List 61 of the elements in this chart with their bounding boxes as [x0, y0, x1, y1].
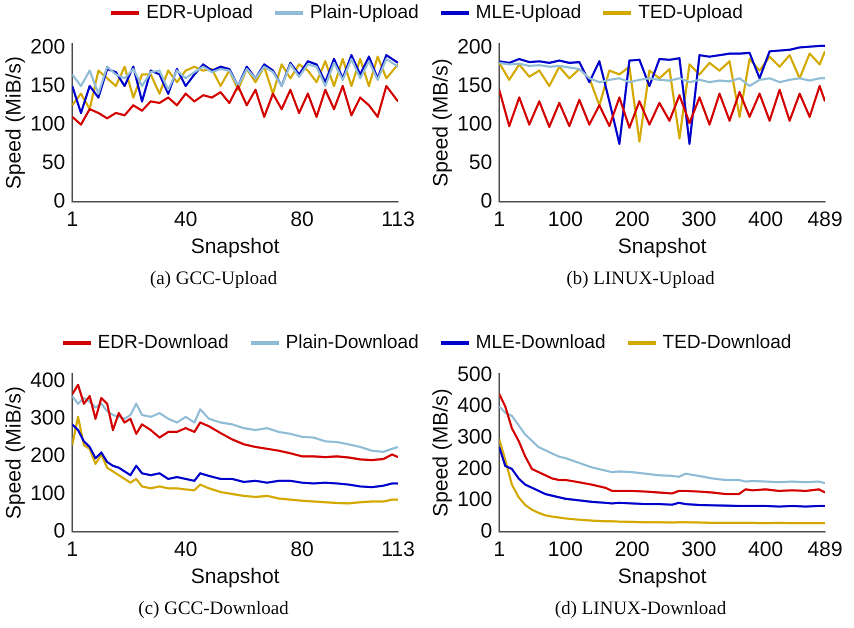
x-tick-label: 40 — [174, 538, 198, 561]
x-axis-title: Snapshot — [190, 565, 280, 588]
y-tick-label: 100 — [457, 488, 492, 512]
x-tick-label: 300 — [681, 208, 716, 231]
y-tick-label: 100 — [30, 112, 66, 136]
x-tick-label: 100 — [548, 538, 583, 561]
x-tick-label: 80 — [290, 538, 314, 561]
y-tick-label: 0 — [480, 189, 492, 212]
x-axis-title: Snapshot — [618, 565, 707, 588]
legend-label: Plain-Upload — [308, 1, 419, 25]
x-tick-label: 200 — [614, 538, 650, 561]
x-tick-label: 489 — [807, 208, 843, 231]
x-axis-title: Snapshot — [618, 235, 707, 258]
x-tick-label: 113 — [381, 208, 415, 231]
y-tick-label: 500 — [457, 362, 492, 386]
y-tick-label: 0 — [54, 189, 66, 212]
x-tick-label: 400 — [748, 208, 784, 231]
y-tick-label: 150 — [30, 74, 66, 97]
legend-label: MLE-Upload — [474, 1, 582, 25]
x-tick-label: 113 — [381, 538, 415, 561]
x-tick-label: 100 — [548, 208, 583, 231]
y-tick-label: 200 — [30, 35, 66, 58]
y-axis-title: Speed (MiB/s) — [2, 56, 26, 190]
y-tick-label: 0 — [480, 519, 492, 542]
x-axis-title: Snapshot — [190, 235, 280, 258]
y-axis-title: Speed (MiB/s) — [2, 386, 26, 520]
text: (a) GCC-Upload — [148, 268, 278, 290]
y-tick-label: 0 — [54, 519, 66, 542]
x-tick-label: 80 — [290, 208, 314, 231]
text: (d) LINUX-Download — [554, 598, 728, 620]
y-axis-title: Speed (MB/s) — [429, 388, 452, 517]
x-tick-label: 1 — [493, 208, 506, 231]
y-tick-label: 300 — [457, 426, 492, 449]
y-tick-label: 200 — [30, 444, 66, 468]
x-tick-label: 200 — [614, 208, 650, 231]
x-tick-label: 400 — [748, 538, 784, 561]
x-tick-label: 300 — [681, 538, 716, 561]
legend-label: Plain-Download — [284, 331, 419, 355]
legend-label: EDR-Download — [96, 331, 229, 355]
y-tick-label: 400 — [30, 368, 66, 392]
y-tick-label: 150 — [457, 74, 492, 97]
y-tick-label: 200 — [457, 35, 492, 58]
x-tick-label: 489 — [807, 538, 843, 561]
y-tick-label: 200 — [457, 456, 492, 480]
y-tick-label: 300 — [30, 406, 66, 430]
legend-label: MLE-Download — [474, 331, 606, 355]
text: (c) GCC-Download — [137, 598, 290, 620]
x-tick-label: 1 — [66, 208, 78, 231]
y-axis-title: Speed (MB/s) — [429, 58, 452, 187]
legend-label: TED-Download — [662, 331, 792, 355]
x-tick-label: 1 — [493, 538, 506, 561]
y-tick-label: 400 — [457, 394, 492, 418]
y-tick-label: 100 — [457, 112, 492, 136]
y-tick-label: 100 — [30, 482, 66, 505]
y-tick-label: 50 — [42, 150, 66, 174]
x-tick-label: 40 — [174, 208, 198, 231]
legend-label: EDR-Upload — [145, 1, 253, 25]
legend-label: TED-Upload — [637, 1, 743, 25]
x-tick-label: 1 — [66, 538, 78, 561]
text: (b) LINUX-Upload — [565, 268, 716, 290]
y-tick-label: 50 — [468, 150, 492, 174]
